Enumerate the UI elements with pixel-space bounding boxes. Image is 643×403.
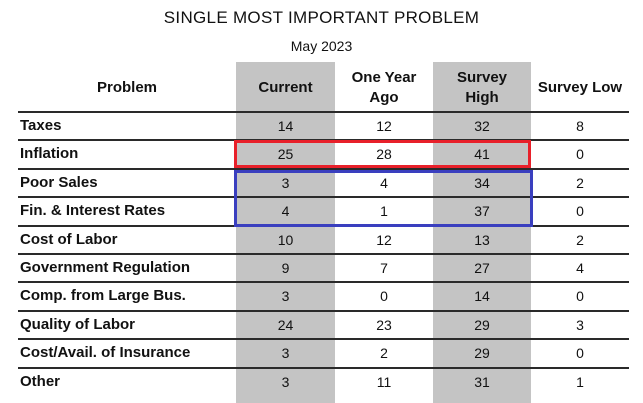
row-separator <box>18 366 629 369</box>
shaded-column-survey-high <box>433 62 531 403</box>
cell-current: 4 <box>281 203 290 220</box>
cell-survey-high: 41 <box>474 146 490 163</box>
cell-current: 9 <box>281 260 290 276</box>
cell-survey-low: 8 <box>576 118 584 134</box>
cell-one-year-ago: 28 <box>376 146 392 163</box>
row-label: Comp. from Large Bus. <box>20 287 186 305</box>
highlight-box-sales-rates <box>234 170 533 227</box>
cell-current: 14 <box>277 118 294 134</box>
cell-survey-high: 27 <box>474 260 490 276</box>
table-row: Other 3 11 31 1 <box>0 368 643 396</box>
column-header-current: Current <box>258 79 313 96</box>
table-row: Comp. from Large Bus. 3 0 14 0 <box>0 282 643 310</box>
row-label: Quality of Labor <box>20 315 136 333</box>
table-row: Quality of Labor 24 23 29 3 <box>0 311 643 339</box>
row-label: Cost/Avail. of Insurance <box>20 344 191 362</box>
row-label: Cost of Labor <box>20 230 118 248</box>
cell-survey-high: 37 <box>474 203 490 220</box>
row-separator <box>18 196 629 199</box>
cell-current: 3 <box>281 373 290 390</box>
column-header-problem: Problem <box>96 79 157 96</box>
cell-survey-high: 29 <box>474 345 490 362</box>
row-label: Poor Sales <box>20 173 98 191</box>
cell-survey-low: 0 <box>576 288 584 305</box>
cell-current: 3 <box>281 288 290 305</box>
cell-one-year-ago: 12 <box>376 231 392 248</box>
cell-current: 3 <box>281 345 290 362</box>
cell-one-year-ago: 12 <box>376 118 392 134</box>
cell-current: 10 <box>277 231 294 248</box>
row-label: Government Regulation <box>20 259 191 276</box>
cell-survey-low: 2 <box>576 174 584 191</box>
table-row: Government Regulation 9 7 27 4 <box>0 254 643 282</box>
row-separator <box>18 338 629 341</box>
cell-survey-high: 13 <box>474 231 490 248</box>
row-separator <box>18 281 629 284</box>
cell-survey-low: 1 <box>576 373 584 390</box>
cell-survey-high: 14 <box>474 288 490 305</box>
row-label: Taxes <box>20 117 62 134</box>
shaded-column-current <box>236 62 335 403</box>
chart-title: SINGLE MOST IMPORTANT PROBLEM <box>163 8 480 27</box>
table-row: Taxes 14 12 32 8 <box>0 112 643 140</box>
table-row: Poor Sales 3 4 34 2 <box>0 169 643 197</box>
row-separator <box>18 111 629 113</box>
cell-survey-high: 32 <box>474 118 490 134</box>
cell-survey-low: 0 <box>576 203 584 220</box>
cell-survey-low: 0 <box>576 345 584 362</box>
row-separator <box>18 253 629 255</box>
cell-survey-high: 29 <box>474 316 490 333</box>
cell-survey-low: 3 <box>576 316 584 333</box>
chart-subtitle: May 2023 <box>290 38 353 54</box>
cell-survey-low: 2 <box>576 231 584 248</box>
cell-current: 24 <box>277 316 294 333</box>
row-label: Inflation <box>20 145 79 163</box>
cell-one-year-ago: 0 <box>380 288 388 305</box>
table-row: Fin. & Interest Rates 4 1 37 0 <box>0 197 643 225</box>
cell-one-year-ago: 11 <box>376 373 392 390</box>
highlight-box-inflation <box>234 140 531 168</box>
cell-current: 3 <box>281 174 290 191</box>
cell-one-year-ago: 1 <box>380 203 388 220</box>
column-header-survey-low: Survey Low <box>537 79 623 96</box>
cell-survey-low: 0 <box>576 146 584 163</box>
row-label: Fin. & Interest Rates <box>20 202 166 220</box>
table-row: Inflation 25 28 41 0 <box>0 140 643 168</box>
row-label: Other <box>20 372 61 390</box>
cell-current: 25 <box>277 146 294 163</box>
table-row: Cost/Avail. of Insurance 3 2 29 0 <box>0 339 643 367</box>
cell-one-year-ago: 4 <box>380 174 388 191</box>
cell-one-year-ago: 2 <box>380 345 388 362</box>
table-row: Cost of Labor 10 12 13 2 <box>0 226 643 254</box>
row-separator <box>18 309 629 312</box>
row-separator <box>18 167 629 170</box>
cell-one-year-ago: 23 <box>376 316 392 333</box>
column-header-one-year-ago: One Year Ago <box>351 69 417 106</box>
cell-one-year-ago: 7 <box>380 260 388 276</box>
cell-survey-low: 4 <box>576 260 584 276</box>
cell-survey-high: 34 <box>474 174 490 191</box>
cell-survey-high: 31 <box>474 373 490 390</box>
column-header-survey-high: Survey High <box>456 69 508 106</box>
